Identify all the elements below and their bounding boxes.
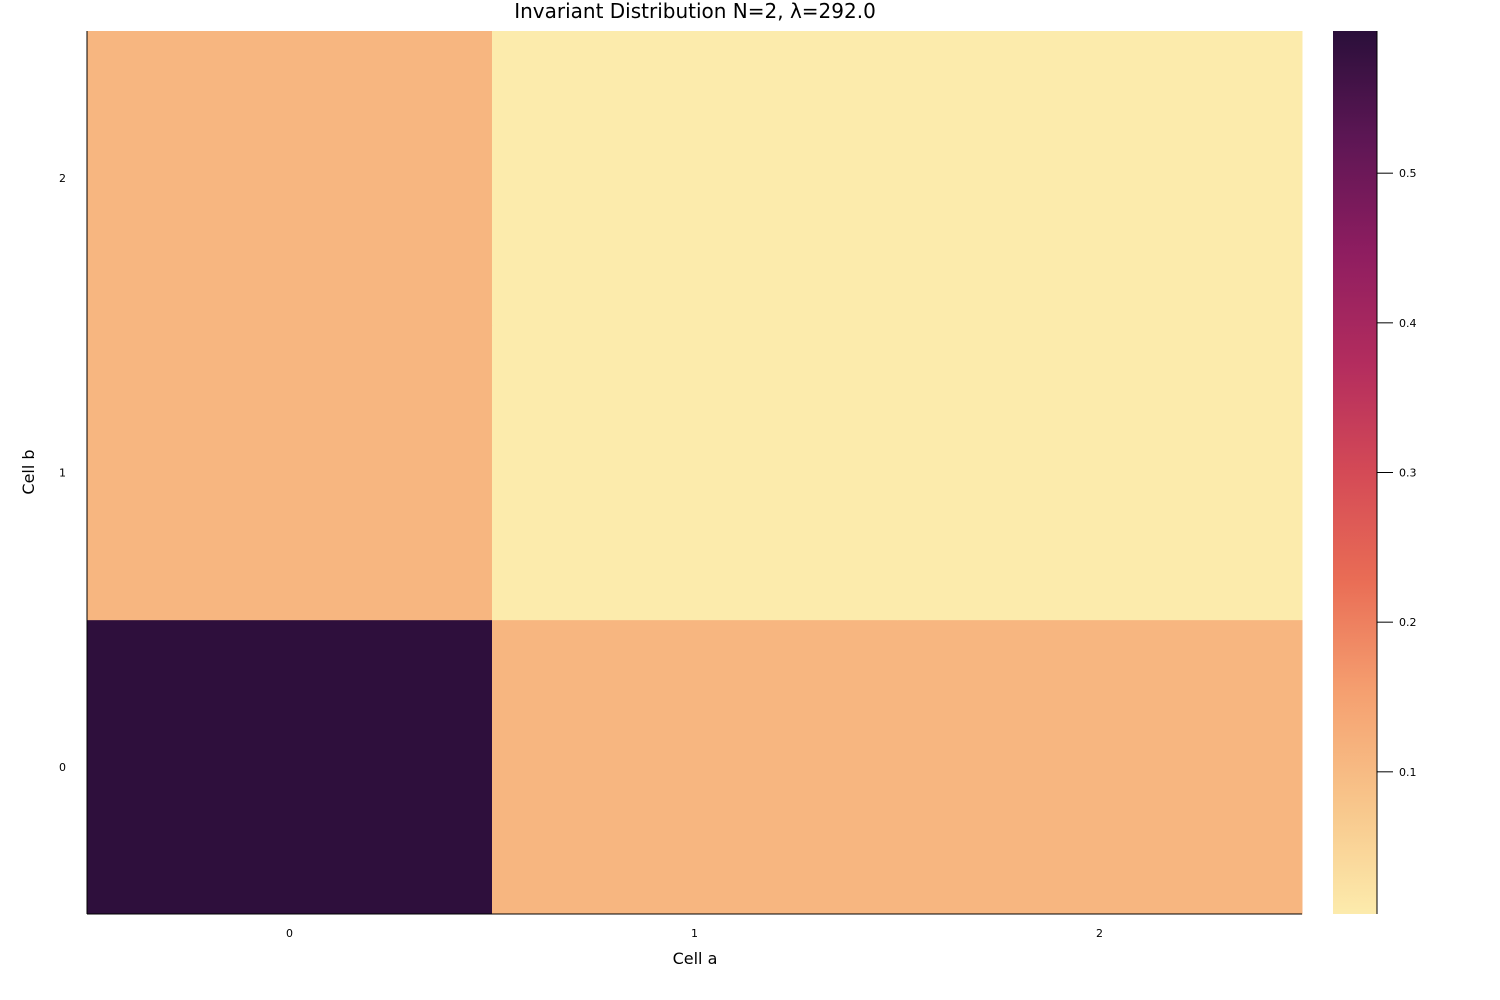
- colorbar-tick-label: 0.4: [1399, 317, 1417, 330]
- heatmap-cell: [87, 31, 493, 326]
- y-axis-label: Cell b: [19, 449, 38, 494]
- heatmap-cell: [87, 619, 493, 915]
- y-tick-label: 2: [59, 172, 66, 185]
- x-tick-labels: 0 1 2: [286, 927, 1103, 940]
- colorbar-tick-label: 0.5: [1399, 167, 1417, 180]
- heatmap-cell: [492, 31, 898, 326]
- colorbar-ticks: 0.1 0.2 0.3 0.4 0.5: [1377, 167, 1417, 779]
- colorbar-tick-label: 0.1: [1399, 766, 1417, 779]
- y-tick-label: 0: [59, 761, 66, 774]
- x-tick-label: 0: [286, 927, 293, 940]
- heatmap-cell: [87, 325, 493, 621]
- chart-title: Invariant Distribution N=2, λ=292.0: [514, 0, 876, 23]
- colorbar: [1333, 31, 1377, 914]
- x-tick-label: 2: [1096, 927, 1103, 940]
- x-axis-label: Cell a: [673, 949, 718, 968]
- heatmap-cell: [897, 325, 1303, 621]
- colorbar-tick-label: 0.3: [1399, 467, 1417, 480]
- heatmap-cells: [87, 31, 1303, 915]
- y-tick-labels: 0 1 2: [59, 172, 66, 774]
- y-tick-label: 1: [59, 467, 66, 480]
- heatmap-cell: [897, 31, 1303, 326]
- heatmap-cell: [897, 619, 1303, 915]
- colorbar-tick-label: 0.2: [1399, 616, 1417, 629]
- plot-axes: [86, 31, 1302, 915]
- heatmap-cell: [492, 325, 898, 621]
- heatmap-cell: [492, 619, 898, 915]
- x-tick-label: 1: [691, 927, 698, 940]
